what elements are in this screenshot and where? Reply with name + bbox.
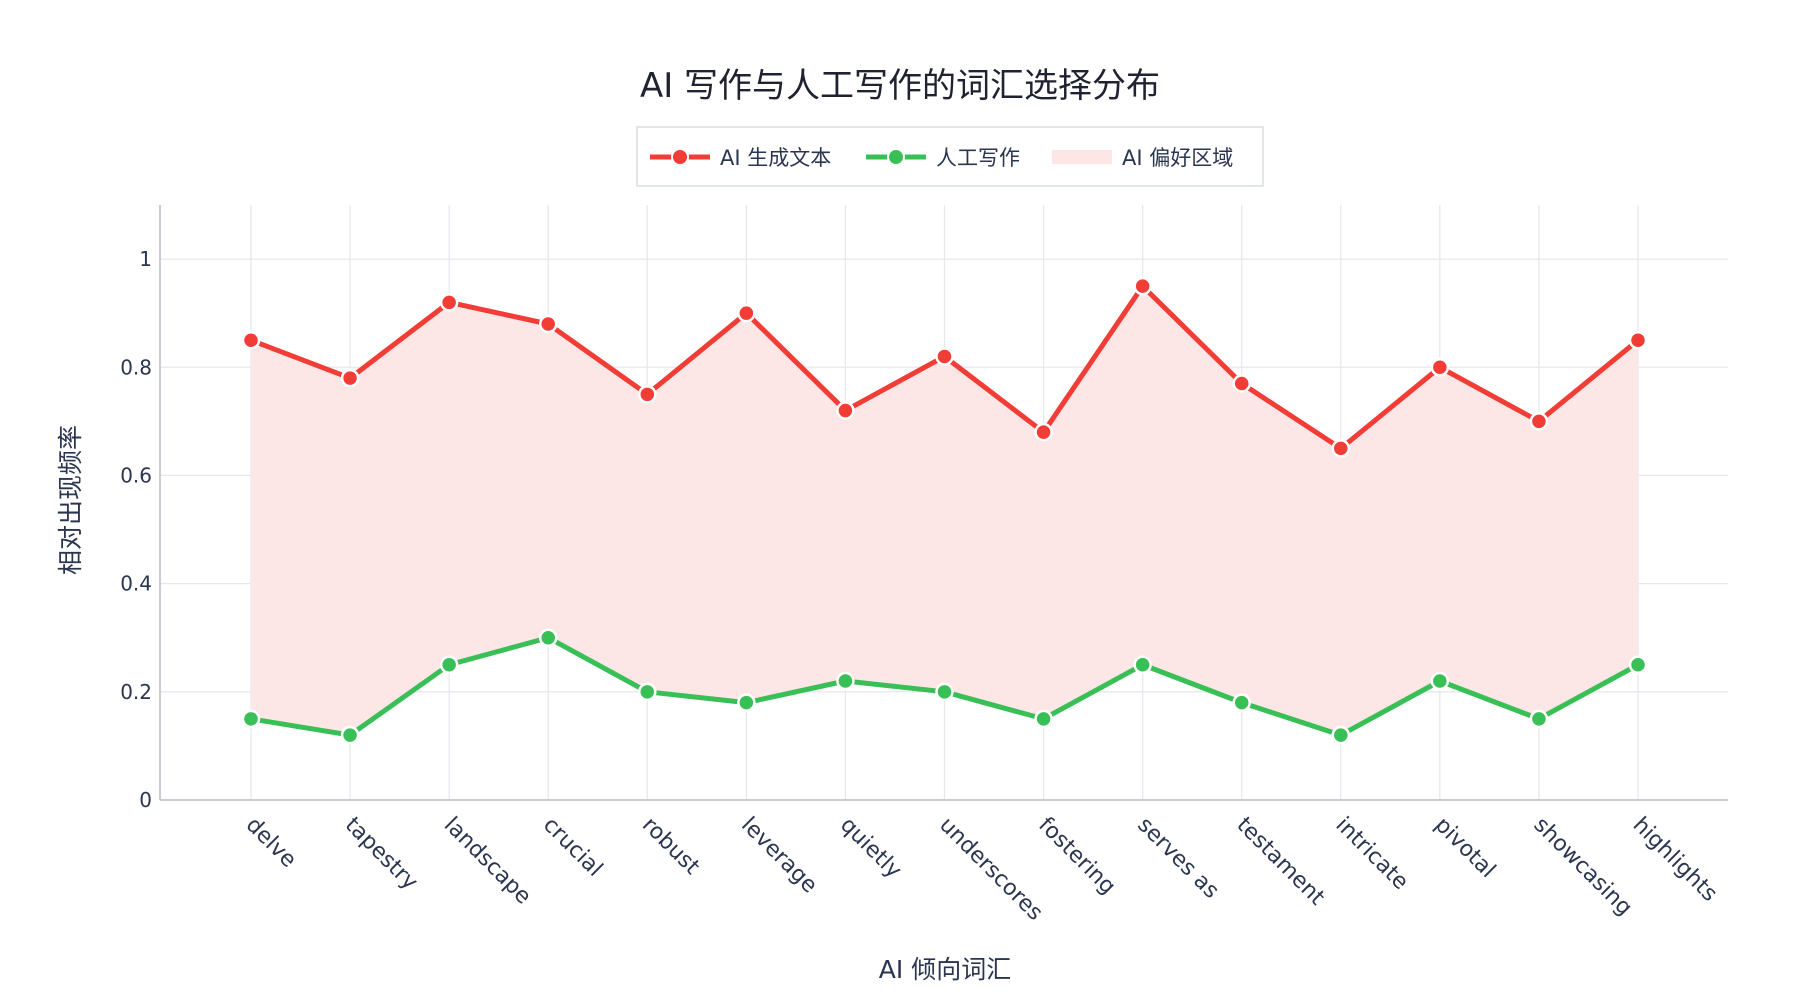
y-tick-label: 1 xyxy=(139,247,152,271)
legend-item-ai[interactable]: AI 生成文本 xyxy=(650,146,831,170)
data-point-series-1[interactable] xyxy=(1232,693,1251,712)
data-point-series-0[interactable] xyxy=(638,385,657,404)
legend-ai-marker xyxy=(671,148,689,166)
legend-human-label: 人工写作 xyxy=(936,146,1020,170)
legend-item-fill[interactable]: AI 偏好区域 xyxy=(1052,146,1233,170)
data-point-series-1[interactable] xyxy=(737,693,756,712)
data-point-series-1[interactable] xyxy=(1034,709,1053,729)
data-point-series-1[interactable] xyxy=(241,709,261,729)
y-tick-label: 0.4 xyxy=(120,572,152,596)
data-point-series-0[interactable] xyxy=(1628,330,1648,350)
data-point-series-1[interactable] xyxy=(935,682,954,702)
data-point-series-1[interactable] xyxy=(538,628,558,647)
data-point-series-0[interactable] xyxy=(1430,358,1450,377)
legend-item-human[interactable]: 人工写作 xyxy=(866,146,1020,170)
data-point-series-1[interactable] xyxy=(1133,655,1152,675)
data-point-series-1[interactable] xyxy=(1331,725,1351,745)
chart-title: AI 写作与人工写作的词汇选择分布 xyxy=(640,66,1160,106)
y-axis-title: 相对出现频率 xyxy=(56,425,85,575)
ai-preference-fill xyxy=(251,286,1638,736)
data-point-series-0[interactable] xyxy=(1232,374,1251,393)
data-point-series-0[interactable] xyxy=(737,303,756,323)
y-tick-label: 0.8 xyxy=(120,355,152,379)
legend-human-marker xyxy=(887,148,905,166)
x-axis-title: AI 倾向词汇 xyxy=(879,955,1011,984)
legend-ai-label: AI 生成文本 xyxy=(720,146,831,170)
legend: AI 生成文本 人工写作 AI 偏好区域 xyxy=(636,126,1264,187)
data-point-series-0[interactable] xyxy=(241,330,261,350)
legend-fill-label: AI 偏好区域 xyxy=(1122,146,1233,170)
data-point-series-0[interactable] xyxy=(340,368,360,388)
data-point-series-1[interactable] xyxy=(1628,655,1648,675)
y-tick-label: 0.6 xyxy=(120,463,152,487)
y-tick-label: 0.2 xyxy=(120,680,152,704)
data-point-series-0[interactable] xyxy=(935,347,954,366)
data-point-series-0[interactable] xyxy=(1133,276,1152,296)
y-tick-label: 0 xyxy=(139,788,152,812)
data-point-series-1[interactable] xyxy=(638,682,657,702)
data-point-series-1[interactable] xyxy=(340,725,360,745)
data-point-series-0[interactable] xyxy=(1331,439,1351,458)
data-point-series-1[interactable] xyxy=(1430,671,1450,691)
legend-box xyxy=(636,126,1264,187)
data-point-series-0[interactable] xyxy=(439,293,459,312)
data-point-series-0[interactable] xyxy=(538,314,558,334)
axes xyxy=(159,205,1728,801)
y-tick-labels: 0 0.2 0.4 0.6 0.8 1 xyxy=(120,247,152,812)
data-point-series-1[interactable] xyxy=(836,671,855,691)
data-point-series-0[interactable] xyxy=(1529,412,1549,431)
data-point-series-0[interactable] xyxy=(836,401,855,420)
legend-fill-swatch xyxy=(1052,150,1112,164)
data-point-series-1[interactable] xyxy=(1529,709,1549,729)
data-point-series-0[interactable] xyxy=(1034,422,1053,442)
ai-preference-area xyxy=(251,286,1638,736)
data-point-series-1[interactable] xyxy=(439,655,459,675)
series-markers xyxy=(241,276,1648,745)
